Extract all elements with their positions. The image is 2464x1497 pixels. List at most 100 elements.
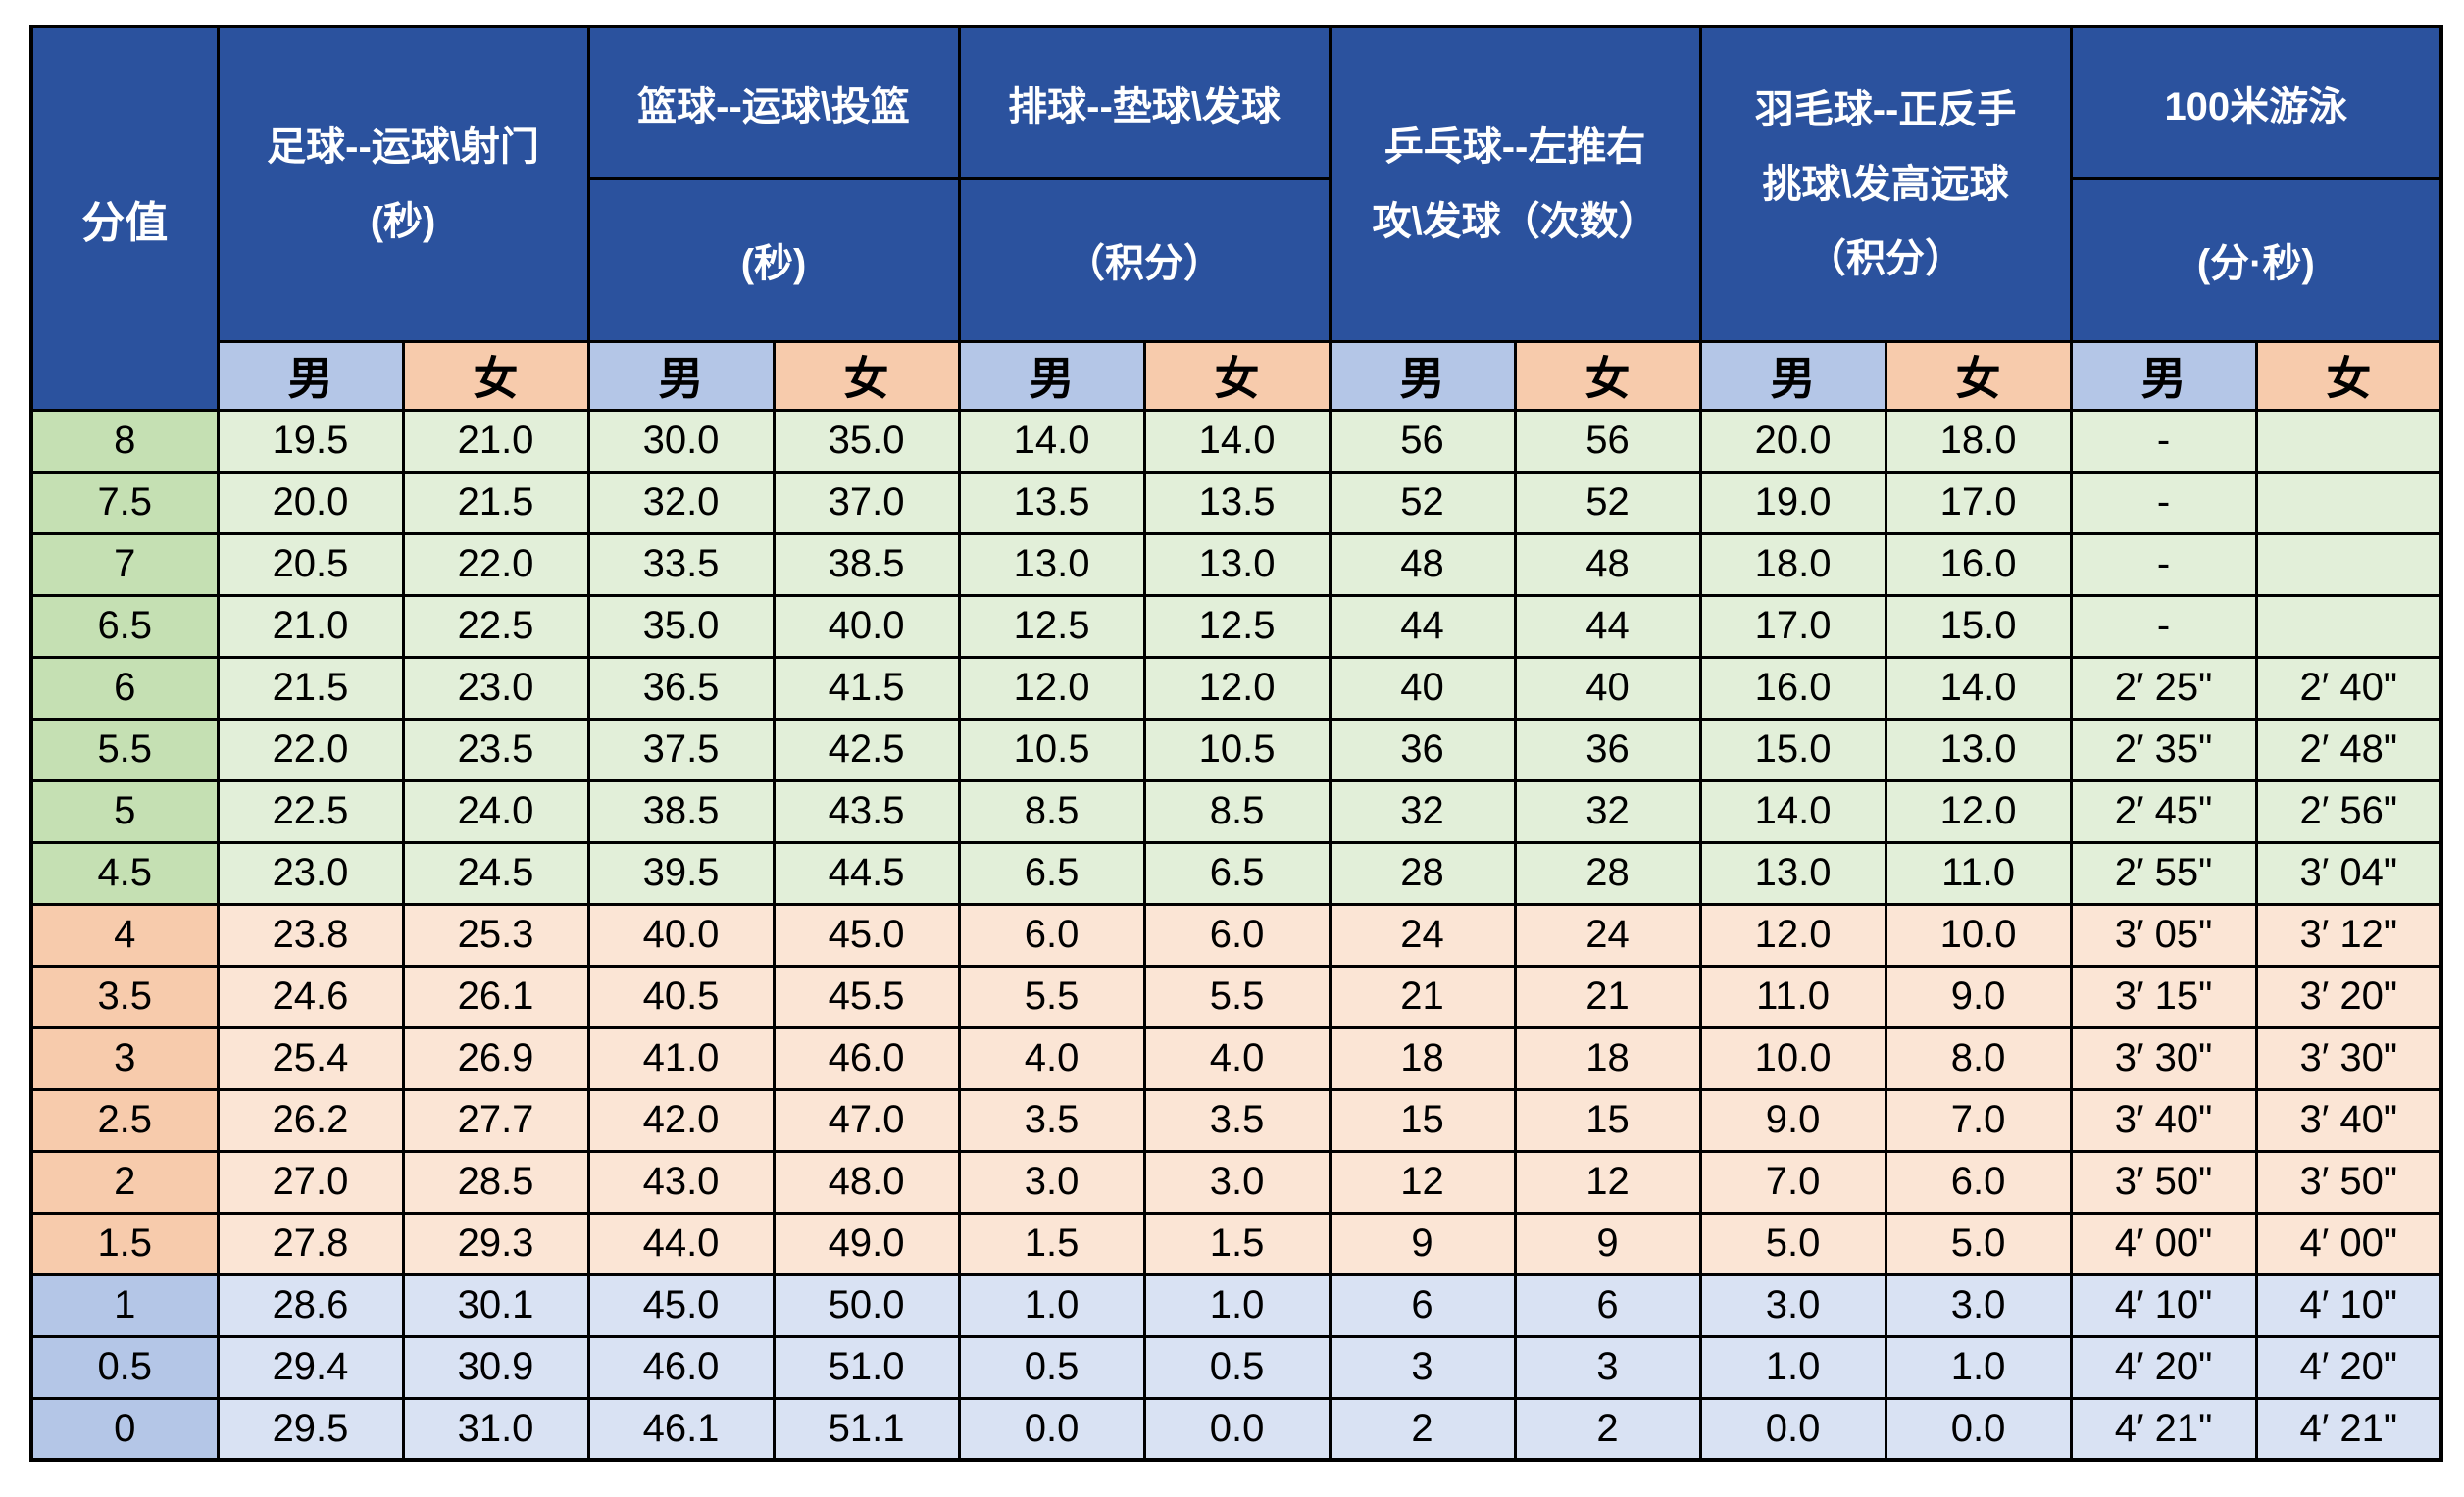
column-header-badminton: 羽毛球--正反手 挑球\发高远球 （积分） xyxy=(1698,25,2073,343)
data-cell: 2′ 45" xyxy=(2069,778,2258,844)
data-cell: 14.0 xyxy=(1142,408,1332,474)
unit-header-swimming: (分·秒) xyxy=(2069,176,2443,343)
data-cell: 18.0 xyxy=(1884,408,2073,474)
data-cell: 35.0 xyxy=(772,408,961,474)
data-cell: 5.5 xyxy=(1142,964,1332,1029)
data-cell: 26.2 xyxy=(216,1087,405,1153)
data-cell: 50.0 xyxy=(772,1272,961,1338)
data-cell: 28.6 xyxy=(216,1272,405,1338)
data-cell: 51.0 xyxy=(772,1334,961,1400)
table-row: 3.5 24.6 26.1 40.5 45.5 5.5 5.5 21 21 11.0 9.0 3′ 1… xyxy=(29,964,2443,1029)
column-header-volleyball: 排球--垫球\发球 xyxy=(957,25,1332,180)
score-cell: 8 xyxy=(29,408,220,474)
data-cell: 16.0 xyxy=(1884,531,2073,597)
data-cell: 14.0 xyxy=(957,408,1146,474)
data-cell: 3 xyxy=(1328,1334,1517,1400)
data-cell: 3′ 12" xyxy=(2254,902,2443,968)
table-row: 4.5 23.0 24.5 39.5 44.5 6.5 6.5 28 28 13.0 11.0 2′ … xyxy=(29,840,2443,906)
data-cell: 3′ 30" xyxy=(2254,1025,2443,1091)
data-cell: 1.5 xyxy=(1142,1211,1332,1276)
data-cell: 3.0 xyxy=(1884,1272,2073,1338)
data-cell: 3′ 50" xyxy=(2069,1149,2258,1215)
data-cell: 4′ 21" xyxy=(2069,1396,2258,1462)
gender-header-male-soccer: 男 xyxy=(216,339,405,412)
table-row: 8 19.5 21.0 30.0 35.0 14.0 14.0 56 56 20.0 18.0- xyxy=(29,408,2443,474)
column-header-soccer: 足球--运球\射门 (秒) xyxy=(216,25,590,343)
tabletennis-title-line1: 乒乓球--左推右 xyxy=(1383,125,1646,169)
data-cell: 8.5 xyxy=(1142,778,1332,844)
data-cell: 9 xyxy=(1328,1211,1517,1276)
data-cell: 32 xyxy=(1513,778,1702,844)
data-cell: 45.0 xyxy=(586,1272,776,1338)
data-cell: 24 xyxy=(1328,902,1517,968)
data-cell: 13.0 xyxy=(1698,840,1887,906)
data-cell: 3′ 40" xyxy=(2069,1087,2258,1153)
unit-header-volleyball: （积分） xyxy=(957,176,1332,343)
data-cell: 52 xyxy=(1328,470,1517,535)
data-cell: 10.0 xyxy=(1884,902,2073,968)
data-cell: 13.0 xyxy=(1142,531,1332,597)
scoring-table: 分值 足球--运球\射门 (秒) 篮球--运球\投篮 排球--垫球\发球 乒乓球… xyxy=(29,25,2444,1462)
gender-header-female-basketball: 女 xyxy=(772,339,961,412)
data-cell: 32 xyxy=(1328,778,1517,844)
data-cell: 40 xyxy=(1513,655,1702,721)
score-cell: 3 xyxy=(29,1025,220,1091)
data-cell: 1.0 xyxy=(1884,1334,2073,1400)
data-cell: 27.8 xyxy=(216,1211,405,1276)
data-cell: 9.0 xyxy=(1884,964,2073,1029)
data-cell: 8.5 xyxy=(957,778,1146,844)
data-cell xyxy=(2254,470,2443,535)
score-cell: 7 xyxy=(29,531,220,597)
gender-header-male-swimming: 男 xyxy=(2069,339,2258,412)
data-cell: 44.0 xyxy=(586,1211,776,1276)
data-cell: 14.0 xyxy=(1884,655,2073,721)
data-cell: 0.0 xyxy=(1884,1396,2073,1462)
data-cell: 48 xyxy=(1513,531,1702,597)
data-cell: 6 xyxy=(1328,1272,1517,1338)
gender-header-female-badminton: 女 xyxy=(1884,339,2073,412)
score-cell: 5.5 xyxy=(29,717,220,782)
data-cell: 1.5 xyxy=(957,1211,1146,1276)
data-cell: 51.1 xyxy=(772,1396,961,1462)
data-cell: 20.0 xyxy=(1698,408,1887,474)
data-cell: 21 xyxy=(1513,964,1702,1029)
gender-header-male-tabletennis: 男 xyxy=(1328,339,1517,412)
data-cell: 4′ 00" xyxy=(2254,1211,2443,1276)
table-body: 8 19.5 21.0 30.0 35.0 14.0 14.0 56 56 20.0 18.0-7.… xyxy=(29,408,2443,1462)
data-cell: 4.0 xyxy=(957,1025,1146,1091)
badminton-title-line1: 羽毛球--正反手 xyxy=(1754,87,2017,131)
data-cell: 27.0 xyxy=(216,1149,405,1215)
data-cell: 44 xyxy=(1513,593,1702,659)
data-cell: 24.0 xyxy=(401,778,590,844)
data-cell: 13.5 xyxy=(1142,470,1332,535)
data-cell: 37.5 xyxy=(586,717,776,782)
data-cell: 6.0 xyxy=(957,902,1146,968)
data-cell: 5.5 xyxy=(957,964,1146,1029)
data-cell: 6.0 xyxy=(1884,1149,2073,1215)
data-cell: 10.5 xyxy=(1142,717,1332,782)
data-cell: 16.0 xyxy=(1698,655,1887,721)
data-cell: 6.5 xyxy=(1142,840,1332,906)
data-cell: 36.5 xyxy=(586,655,776,721)
data-cell: 3.0 xyxy=(957,1149,1146,1215)
score-cell: 2 xyxy=(29,1149,220,1215)
badminton-title-line2: 挑球\发高远球 xyxy=(1762,162,2009,206)
data-cell: 4′ 10" xyxy=(2254,1272,2443,1338)
data-cell: 9 xyxy=(1513,1211,1702,1276)
data-cell: 43.5 xyxy=(772,778,961,844)
data-cell: 29.5 xyxy=(216,1396,405,1462)
data-cell: 3′ 50" xyxy=(2254,1149,2443,1215)
data-cell: 12.0 xyxy=(1142,655,1332,721)
score-cell: 5 xyxy=(29,778,220,844)
column-header-swimming: 100米游泳 xyxy=(2069,25,2443,180)
data-cell: 46.0 xyxy=(586,1334,776,1400)
data-cell: 11.0 xyxy=(1698,964,1887,1029)
data-cell: 22.5 xyxy=(401,593,590,659)
data-cell: 12.0 xyxy=(957,655,1146,721)
data-cell: 0.0 xyxy=(1142,1396,1332,1462)
data-cell: 21.5 xyxy=(216,655,405,721)
data-cell: 45.5 xyxy=(772,964,961,1029)
data-cell: 12.0 xyxy=(1884,778,2073,844)
data-cell: 32.0 xyxy=(586,470,776,535)
data-cell: - xyxy=(2069,593,2258,659)
